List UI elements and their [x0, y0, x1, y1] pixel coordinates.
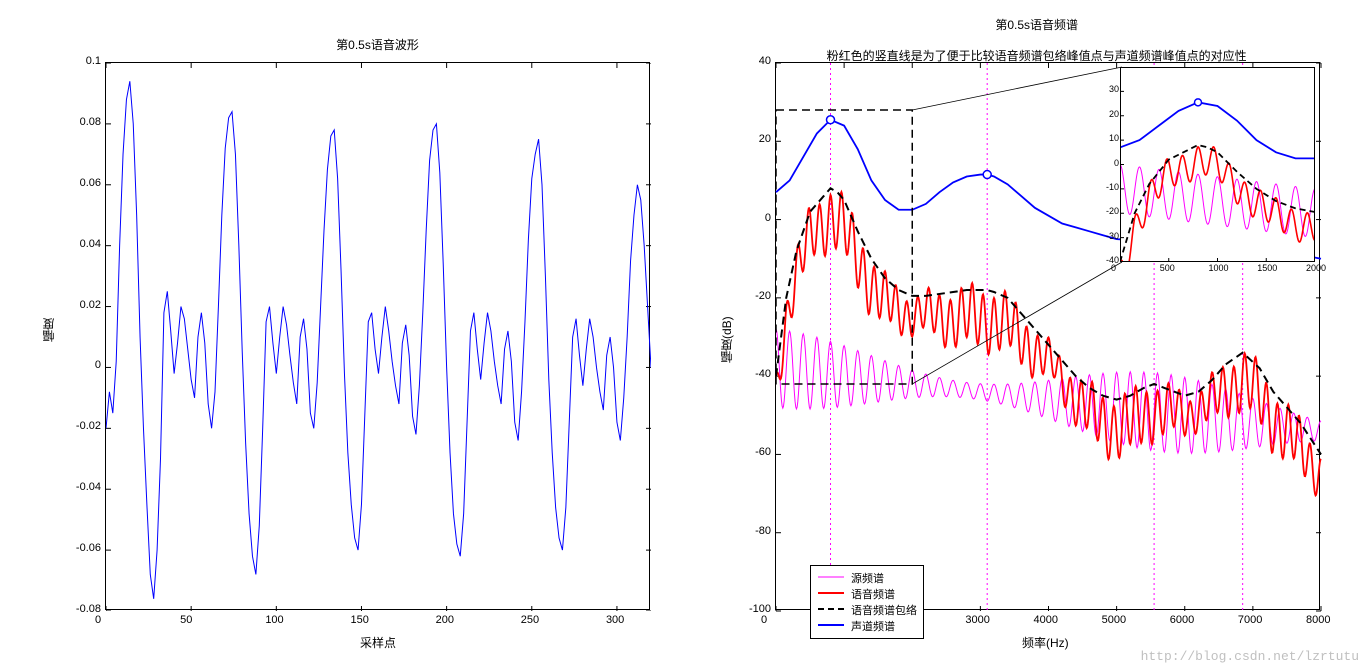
- legend-item: 语音频谱包络: [817, 602, 917, 618]
- left-chart-svg: [106, 63, 651, 611]
- legend-item: 源频谱: [817, 570, 917, 586]
- left-xtick-label: 250: [521, 614, 539, 626]
- left-xtick-label: 50: [180, 614, 192, 626]
- right-ytick-label: -20: [743, 290, 771, 302]
- left-xtick-label: 100: [265, 614, 283, 626]
- legend-item: 声道频谱: [817, 618, 917, 634]
- inset-ytick-label: -20: [1099, 206, 1119, 216]
- right-xtick-label: 7000: [1238, 614, 1262, 626]
- legend-label: 语音频谱包络: [851, 602, 917, 618]
- inset-ytick-label: -30: [1099, 231, 1119, 241]
- inset-xtick-label: 2000: [1306, 263, 1326, 273]
- right-xlabel: 频率(Hz): [1022, 634, 1069, 651]
- right-ytick-label: -100: [743, 603, 771, 615]
- inset-svg: [1120, 67, 1315, 262]
- left-xtick-label: 200: [436, 614, 454, 626]
- left-ytick-label: 0.06: [67, 177, 101, 189]
- right-xtick-label: 0: [761, 614, 767, 626]
- inset-chart-area: [1120, 67, 1315, 262]
- right-ytick-label: 40: [743, 55, 771, 67]
- left-xtick-label: 300: [606, 614, 624, 626]
- left-ytick-label: -0.06: [67, 542, 101, 554]
- left-ytick-label: 0: [67, 359, 101, 371]
- right-xtick-label: 8000: [1306, 614, 1330, 626]
- right-ytick-label: 20: [743, 133, 771, 145]
- right-ytick-label: -60: [743, 446, 771, 458]
- left-chart-area: [105, 62, 650, 610]
- left-ytick-label: 0.1: [67, 55, 101, 67]
- right-ytick-label: -80: [743, 525, 771, 537]
- legend-swatch: [817, 570, 845, 587]
- inset-xtick-label: 1000: [1209, 263, 1229, 273]
- inset-ytick-label: 20: [1099, 109, 1119, 119]
- left-xtick-label: 150: [350, 614, 368, 626]
- inset-ytick-label: -40: [1099, 255, 1119, 265]
- right-ylabel: 幅度(dB): [718, 300, 735, 380]
- right-ytick-label: -40: [743, 368, 771, 380]
- left-ytick-label: 0.02: [67, 299, 101, 311]
- watermark-url: http://blog.csdn.net/lzrtutu: [1141, 649, 1359, 664]
- inset-xtick-label: 500: [1160, 263, 1175, 273]
- legend-swatch: [817, 586, 845, 603]
- left-chart-title: 第0.5s语音波形: [105, 38, 650, 54]
- left-ytick-label: -0.04: [67, 481, 101, 493]
- left-ytick-label: -0.08: [67, 603, 101, 615]
- inset-ytick-label: -10: [1099, 182, 1119, 192]
- legend-swatch: [817, 618, 845, 635]
- right-xtick-label: 6000: [1170, 614, 1194, 626]
- right-ytick-label: 0: [743, 212, 771, 224]
- left-xtick-label: 0: [95, 614, 101, 626]
- right-chart-area: [775, 62, 1320, 610]
- inset-ytick-label: 10: [1099, 133, 1119, 143]
- legend-item: 语音频谱: [817, 586, 917, 602]
- right-xtick-label: 5000: [1102, 614, 1126, 626]
- legend-label: 声道频谱: [851, 618, 895, 634]
- legend-label: 语音频谱: [851, 586, 895, 602]
- right-xtick-label: 4000: [1034, 614, 1058, 626]
- inset-ytick-label: 30: [1099, 84, 1119, 94]
- left-ytick-label: -0.02: [67, 420, 101, 432]
- inset-xtick-label: 1500: [1257, 263, 1277, 273]
- left-xlabel: 采样点: [360, 634, 396, 651]
- left-ytick-label: 0.04: [67, 238, 101, 250]
- legend-box: 源频谱语音频谱语音频谱包络声道频谱: [810, 565, 924, 639]
- legend-swatch: [817, 602, 845, 619]
- inset-ytick-label: 0: [1099, 158, 1119, 168]
- left-ylabel: 幅度: [40, 300, 57, 360]
- legend-label: 源频谱: [851, 570, 884, 586]
- left-ytick-label: 0.08: [67, 116, 101, 128]
- right-xtick-label: 3000: [965, 614, 989, 626]
